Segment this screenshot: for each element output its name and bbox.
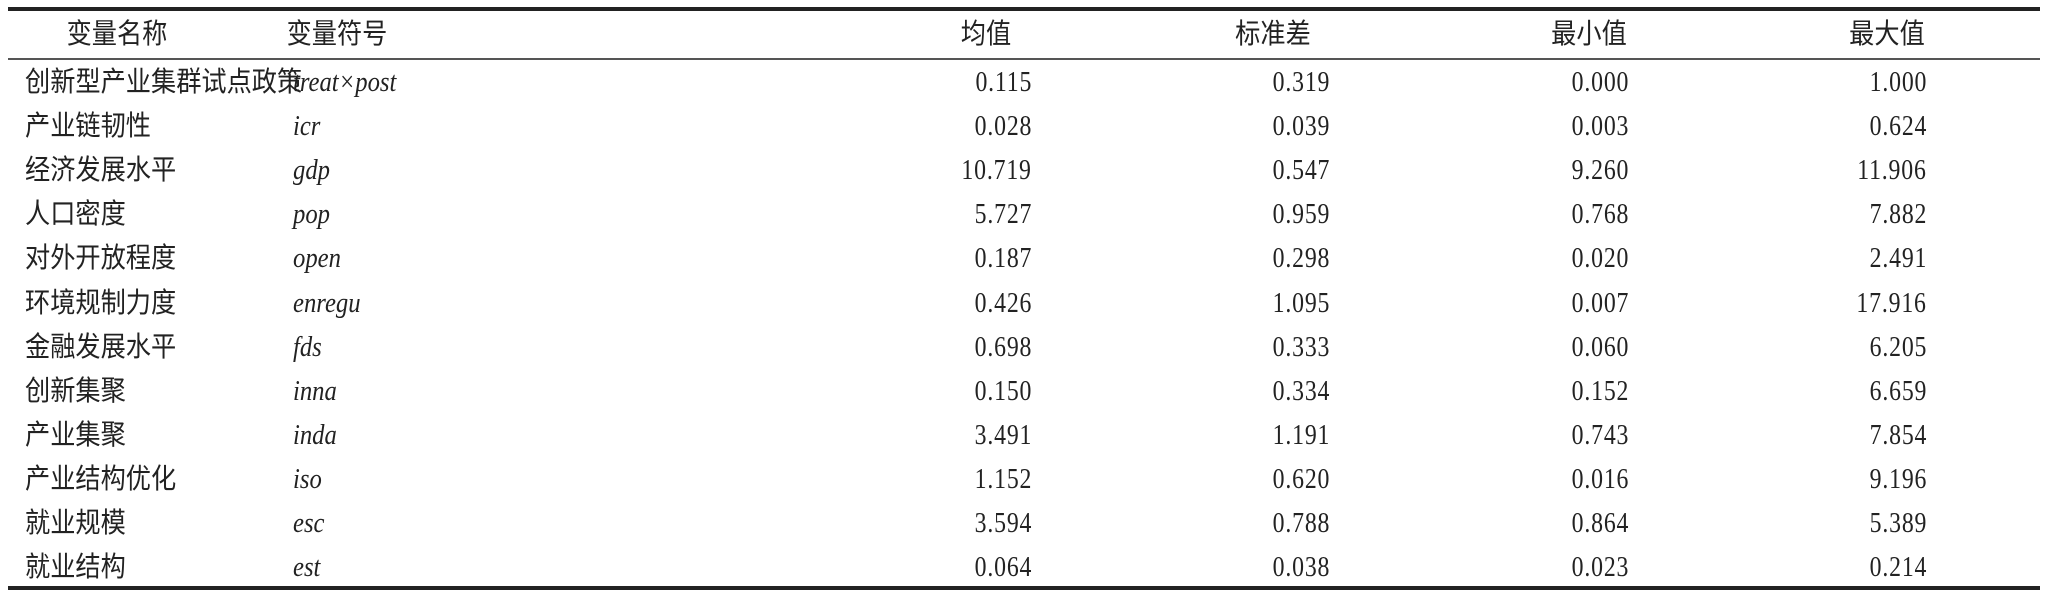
variable-symbol: esc [293,507,325,539]
cell-sd: 0.788 [1272,507,1330,539]
cell-max: 0.214 [1869,551,1927,584]
cell-max: 1.000 [1869,66,1927,98]
cell-mean: 5.727 [974,198,1032,231]
cell-mean: 0.064 [974,551,1032,584]
cell-min: 0.020 [1571,242,1629,275]
cell-mean: 10.719 [961,154,1032,187]
variable-symbol: iso [293,462,322,495]
cell-mean: 3.594 [974,507,1032,539]
variable-symbol: fds [293,330,322,363]
variable-name: 就业规模 [25,506,126,539]
cell-sd: 1.191 [1272,418,1330,451]
cell-max: 11.906 [1857,154,1927,187]
cell-sd: 0.039 [1272,110,1330,143]
cell-sd: 0.038 [1272,551,1330,584]
cell-sd: 0.319 [1272,66,1330,98]
variable-name: 产业链韧性 [25,109,152,143]
variable-name: 环境规制力度 [25,285,177,319]
cell-sd: 1.095 [1272,286,1330,319]
bottom-rule [8,586,2040,590]
variable-name: 产业结构优化 [25,461,177,495]
cell-min: 0.016 [1571,462,1629,495]
cell-min: 0.000 [1571,66,1629,98]
cell-sd: 0.298 [1272,242,1330,275]
cell-mean: 1.152 [974,462,1032,495]
variable-symbol: icr [293,110,321,143]
variable-name: 对外开放程度 [25,241,177,275]
header-rule [8,58,2040,60]
header-std-dev: 标准差 [1235,17,1311,50]
header-mean: 均值 [960,17,1012,50]
cell-sd: 0.547 [1272,154,1330,187]
cell-mean: 0.028 [974,110,1032,143]
cell-mean: 0.698 [974,330,1032,363]
variable-symbol: gdp [293,154,330,187]
header-max: 最大值 [1849,17,1925,50]
top-rule [8,7,2040,11]
cell-max: 9.196 [1869,462,1927,495]
cell-min: 0.743 [1571,418,1629,451]
cell-max: 7.882 [1869,198,1927,231]
cell-sd: 0.959 [1272,198,1330,231]
cell-min: 9.260 [1571,154,1629,187]
cell-max: 5.389 [1869,507,1927,539]
cell-min: 0.007 [1571,286,1629,319]
variable-name: 创新集聚 [25,373,126,407]
cell-sd: 0.334 [1272,374,1330,407]
variable-symbol: enregu [293,286,361,319]
header-variable-name: 变量名称 [66,17,168,50]
variable-symbol: inna [293,374,337,407]
cell-max: 2.491 [1869,242,1927,275]
variable-symbol: inda [293,418,337,451]
header-variable-symbol: 变量符号 [286,17,388,50]
variable-symbol: pop [293,198,330,231]
cell-mean: 0.426 [974,286,1032,319]
variable-name: 经济发展水平 [25,153,177,187]
cell-min: 0.003 [1571,110,1629,143]
cell-max: 0.624 [1869,110,1927,143]
cell-max: 6.659 [1869,374,1927,407]
cell-max: 17.916 [1856,286,1927,319]
cell-min: 0.152 [1571,374,1629,407]
variable-name: 人口密度 [25,197,126,231]
cell-min: 0.864 [1571,507,1629,539]
variable-symbol: treat×post [293,66,397,98]
cell-min: 0.060 [1571,330,1629,363]
variable-name: 创新型产业集群试点政策 [25,65,303,98]
cell-sd: 0.333 [1272,330,1330,363]
cell-max: 7.854 [1869,418,1927,451]
cell-min: 0.023 [1571,551,1629,584]
variable-symbol: open [293,242,341,275]
header-min: 最小值 [1551,17,1627,50]
cell-mean: 0.115 [975,66,1032,98]
variable-symbol: est [293,551,321,584]
cell-mean: 0.187 [974,242,1032,275]
cell-min: 0.768 [1571,198,1629,231]
cell-mean: 3.491 [974,418,1032,451]
cell-max: 6.205 [1869,330,1927,363]
cell-mean: 0.150 [974,374,1032,407]
cell-sd: 0.620 [1272,462,1330,495]
variable-name: 就业结构 [25,550,126,584]
variable-name: 金融发展水平 [25,329,177,363]
variable-name: 产业集聚 [25,417,126,451]
